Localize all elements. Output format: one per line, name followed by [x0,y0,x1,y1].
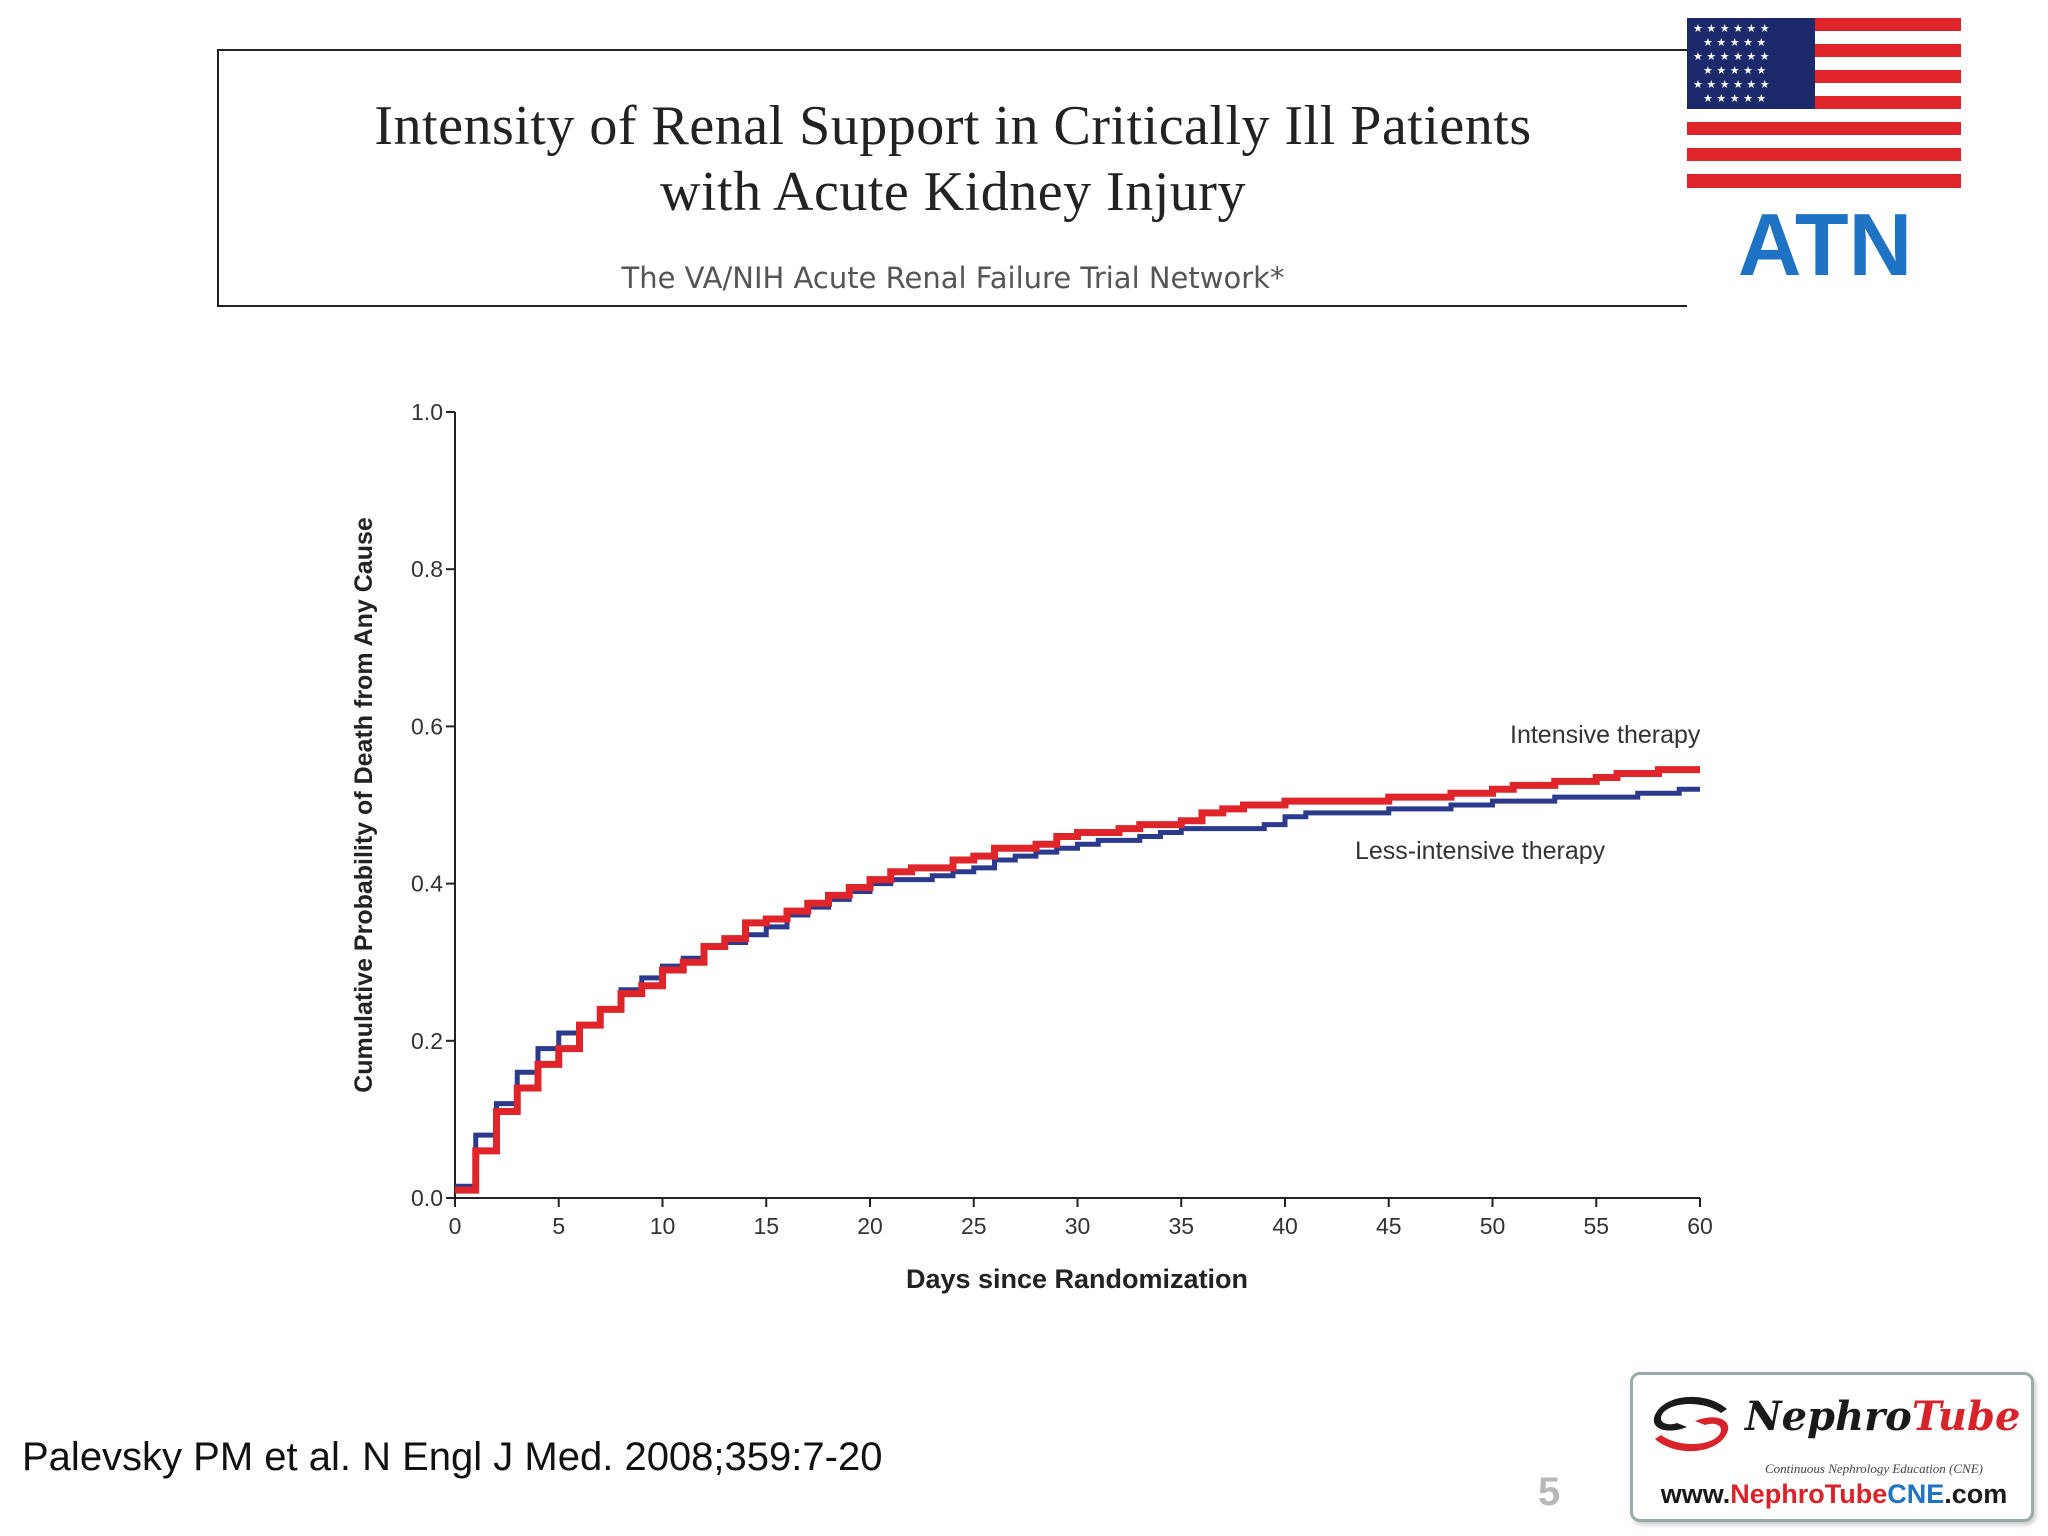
logo-name-tube: Tube [1911,1393,2021,1440]
y-tick-label: 0.6 [411,713,443,739]
y-tick-label: 0.8 [411,556,443,582]
x-tick-label: 35 [1168,1213,1194,1239]
chart-axes [454,412,1700,1199]
svg-text:★ ★ ★ ★ ★ ★: ★ ★ ★ ★ ★ ★ [1693,22,1770,35]
x-tick-label: 30 [1065,1213,1091,1239]
x-tick-label: 45 [1376,1213,1402,1239]
y-tick-label: 0.0 [411,1185,443,1211]
y-tick-label: 0.2 [411,1028,443,1054]
logo-url-tube: Tube [1824,1479,1888,1509]
chart-ticks: 0 5 10 15 20 25 30 35 40 45 50 55 60 0.0 0.2 0.4 0.6 0.8 1… [411,399,1713,1239]
citation: Palevsky PM et al. N Engl J Med. 2008;35… [22,1435,883,1479]
chart-series [455,766,1700,1194]
nephrotube-logo[interactable]: NephroTube Continuous Nephrology Educati… [1630,1372,2034,1522]
svg-text:★ ★ ★ ★ ★ ★: ★ ★ ★ ★ ★ ★ [1693,50,1770,63]
title-box: Intensity of Renal Support in Critically… [217,49,1687,307]
x-tick-label: 20 [857,1213,883,1239]
svg-text:★ ★ ★ ★ ★: ★ ★ ★ ★ ★ [1703,64,1766,77]
intensive-therapy-line [455,766,1700,1194]
y-tick-label: 0.4 [411,871,443,897]
logo-url-www: www. [1660,1479,1731,1509]
logo-name: NephroTube [1745,1393,2020,1440]
survival-chart: 0 5 10 15 20 25 30 35 40 45 50 55 60 0.0 0.2 0.4 0.6 0.8 1… [330,360,1780,1360]
less-intensive-therapy-label: Less-intensive therapy [1355,837,1606,865]
logo-url-com: .com [1944,1479,2008,1509]
x-tick-label: 10 [650,1213,676,1239]
slide-subtitle: The VA/NIH Acute Renal Failure Trial Net… [621,261,1285,295]
x-tick-label: 60 [1687,1213,1713,1239]
x-tick-label: 0 [449,1213,462,1239]
logo-name-nephro: Nephro [1745,1393,1912,1440]
logo-url-nephro: Nephro [1730,1479,1825,1509]
chart-svg: 0 5 10 15 20 25 30 35 40 45 50 55 60 0.0 0.2 0.4 0.6 0.8 1… [350,399,1713,1294]
slide-title-line2: with Acute Kidney Injury [660,161,1246,223]
logo-tagline: Continuous Nephrology Education (CNE) [1765,1461,1983,1476]
swirl-logo-icon [1653,1396,1729,1452]
x-tick-label: 55 [1583,1213,1609,1239]
intensive-therapy-label: Intensive therapy [1510,721,1701,749]
page-number: 5 [1538,1470,1561,1514]
logo-url-cne: CNE [1887,1479,1945,1509]
svg-text:★ ★ ★ ★ ★ ★: ★ ★ ★ ★ ★ ★ [1693,78,1770,91]
svg-text:★ ★ ★ ★ ★: ★ ★ ★ ★ ★ [1703,92,1766,105]
us-flag-icon: ★ ★ ★ ★ ★ ★ ★ ★ ★ ★ ★ ★ ★ ★ ★ ★ ★ ★ ★ ★ … [1687,18,1961,188]
svg-text:★ ★ ★ ★ ★: ★ ★ ★ ★ ★ [1703,36,1766,49]
x-tick-label: 25 [961,1213,987,1239]
y-tick-label: 1.0 [411,399,443,425]
y-axis-label: Cumulative Probability of Death from Any… [350,517,378,1093]
slide-title-line1: Intensity of Renal Support in Critically… [374,95,1532,157]
x-tick-label: 50 [1480,1213,1506,1239]
x-tick-label: 40 [1272,1213,1298,1239]
x-tick-label: 15 [753,1213,779,1239]
x-tick-label: 5 [552,1213,565,1239]
atn-label: ATN [1737,195,1913,294]
x-axis-label: Days since Randomization [906,1264,1248,1294]
logo-url[interactable]: www.NephroTubeCNE.com [1641,1479,2027,1510]
